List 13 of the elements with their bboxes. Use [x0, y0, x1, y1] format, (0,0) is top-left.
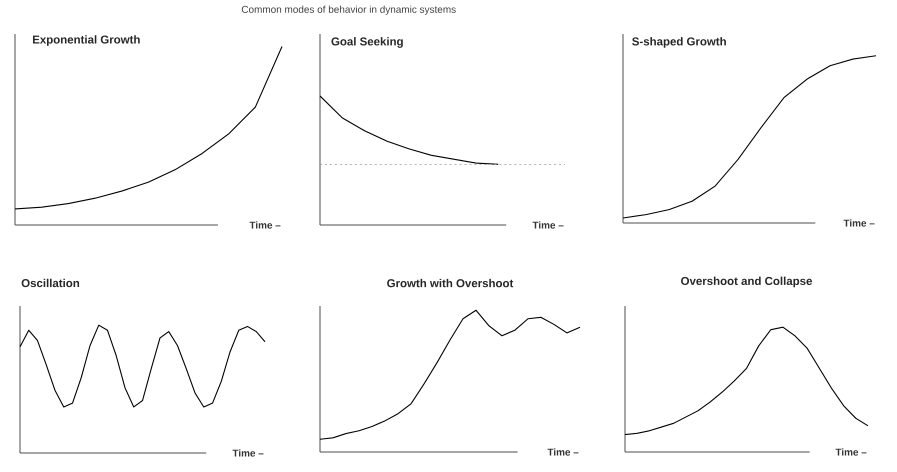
x-axis-title: Time – [844, 219, 874, 227]
chart-title: Overshoot and Collapse [681, 276, 812, 288]
chart-title: Exponential Growth [32, 35, 140, 46]
chart-title: S-shaped Growth [632, 37, 726, 48]
x-axis-title: Time – [232, 449, 264, 457]
x-axis-title: Time – [250, 221, 280, 229]
text: Common modes of behavior in dynamic systems [242, 6, 456, 15]
x-axis-title: Time – [532, 221, 564, 229]
chart-title: Growth with Overshoot [387, 278, 514, 288]
chart-title: Oscillation [22, 278, 80, 288]
x-axis-title: Time – [548, 448, 578, 456]
chart-title: Goal Seeking [331, 37, 403, 48]
x-axis-title: Time – [836, 448, 866, 456]
